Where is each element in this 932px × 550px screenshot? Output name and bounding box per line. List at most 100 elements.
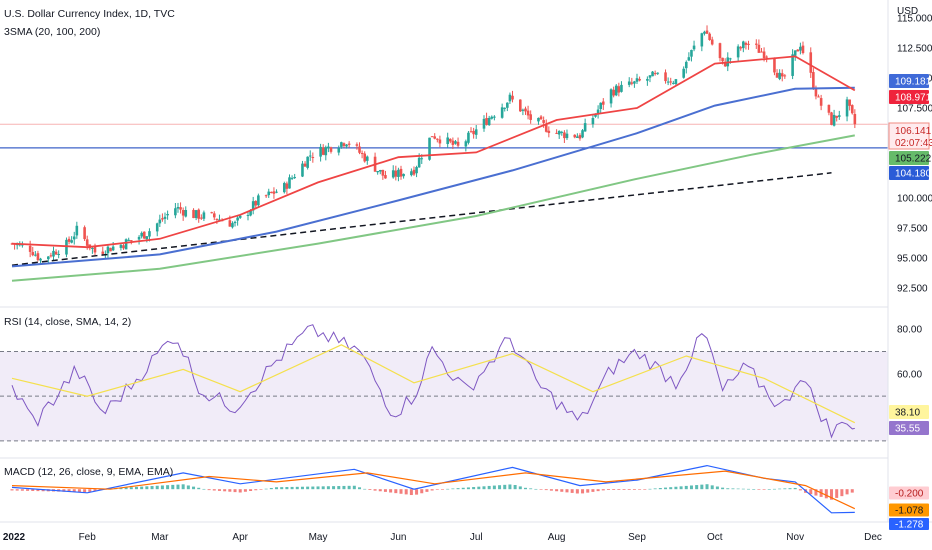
candle-body	[212, 213, 216, 218]
candle-body	[765, 56, 768, 58]
price-tick-label: 95.000	[897, 254, 928, 265]
candle-body	[599, 102, 602, 110]
macd-hist-bar	[20, 489, 24, 491]
time-tick-label: Apr	[232, 532, 248, 543]
macd-hist-bar	[295, 486, 299, 490]
macd-hist-bar	[850, 489, 854, 493]
candle-body	[192, 209, 195, 219]
candle-body	[194, 210, 198, 218]
candle-body	[799, 46, 802, 51]
candle-body	[845, 99, 849, 117]
macd-hist-bar	[762, 489, 766, 490]
candle-body	[391, 170, 395, 178]
macd-hist-bar	[150, 486, 154, 490]
macd-hist-bar	[280, 487, 284, 490]
macd-hist-bar	[378, 489, 382, 492]
macd-hist-bar	[415, 489, 419, 495]
candle-body	[236, 217, 239, 221]
macd-hist-bar	[243, 489, 247, 492]
tag-countdown: 02:07:43	[895, 138, 932, 149]
candle-body	[612, 89, 615, 96]
macd-hist-bar	[15, 489, 19, 491]
macd-hist-bar	[601, 489, 605, 491]
tag-rsi-ma: 38.10	[895, 408, 920, 419]
macd-hist-bar	[212, 489, 216, 491]
macd-hist-bar	[124, 487, 128, 490]
tag-hline-bg	[889, 166, 929, 180]
candle-body	[747, 43, 750, 45]
candle-body	[596, 109, 600, 115]
tag-macd: -1.278	[895, 520, 924, 531]
macd-hist-bar	[575, 489, 579, 494]
macd-hist-bar	[549, 489, 553, 491]
macd-hist-bar	[383, 489, 387, 492]
candle-body	[837, 115, 841, 117]
candle-body	[321, 147, 325, 155]
candle-body	[329, 147, 333, 152]
macd-hist-bar	[192, 486, 196, 490]
candle-body	[65, 239, 68, 255]
candle-body	[493, 116, 496, 118]
chart-title: U.S. Dollar Currency Index, 1D, TVC	[4, 8, 175, 20]
candle-body	[454, 141, 457, 144]
macd-hist-bar	[394, 489, 398, 494]
candle-body	[485, 118, 488, 125]
candle-body	[200, 217, 203, 219]
macd-hist-bar	[171, 484, 175, 490]
candle-body	[210, 212, 213, 214]
candle-body	[412, 169, 416, 175]
macd-pane	[10, 464, 856, 514]
candle-body	[301, 163, 304, 177]
candle-body	[687, 57, 691, 61]
candle-body	[91, 247, 94, 249]
candle-body	[402, 173, 405, 177]
candle-body	[635, 78, 639, 82]
candle-body	[129, 240, 133, 242]
macd-hist-bar	[798, 489, 802, 491]
candle-body	[345, 144, 348, 147]
macd-hist-bar	[560, 489, 564, 492]
candle-body	[594, 114, 597, 117]
candle-body	[669, 81, 673, 83]
macd-hist-bar	[793, 487, 797, 490]
macd-hist-bar	[731, 488, 735, 490]
candle-body	[303, 163, 307, 167]
candle-body	[565, 133, 569, 139]
candle-body	[106, 246, 110, 254]
macd-hist-bar	[606, 489, 610, 490]
candle-body	[137, 236, 141, 240]
macd-hist-bar	[451, 488, 455, 490]
macd-hist-bar	[845, 489, 849, 495]
macd-hist-bar	[363, 488, 367, 490]
candle-body	[627, 81, 631, 85]
macd-hist-bar	[482, 486, 486, 490]
macd-hist-bar	[316, 486, 320, 490]
macd-hist-bar	[612, 489, 616, 490]
macd-hist-bar	[695, 485, 699, 490]
candle-body	[158, 219, 162, 224]
candle-body	[218, 219, 221, 221]
candle-body	[760, 51, 763, 53]
macd-hist-bar	[565, 489, 569, 493]
candle-body	[376, 170, 379, 173]
macd-hist-bar	[741, 488, 745, 490]
candle-body	[93, 246, 97, 253]
candle-body	[446, 137, 449, 145]
macd-hist-bar	[435, 489, 439, 490]
macd-hist-bar	[321, 486, 325, 490]
candle-body	[47, 256, 50, 260]
candle-body	[360, 152, 364, 154]
candle-body	[739, 47, 743, 49]
candle-body	[539, 116, 543, 120]
macd-hist-bar	[472, 487, 476, 490]
candle-body	[469, 131, 473, 133]
candle-body	[342, 143, 346, 146]
macd-hist-bar	[674, 486, 678, 490]
candle-body	[215, 218, 219, 220]
candle-body	[283, 183, 286, 193]
candle-body	[155, 223, 159, 232]
time-tick-label: Dec	[864, 532, 882, 543]
macd-hist-bar	[166, 485, 170, 490]
candle-body	[472, 130, 475, 135]
candle-body	[672, 82, 675, 84]
